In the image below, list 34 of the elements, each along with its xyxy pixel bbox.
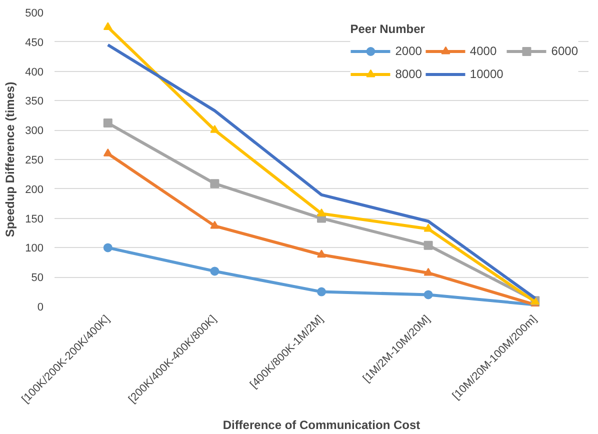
y-tick-label: 250 (25, 154, 44, 166)
point (317, 250, 326, 258)
point (210, 124, 220, 133)
point (317, 287, 326, 296)
legend-label: 2000 (395, 44, 422, 58)
legend-label: 8000 (395, 67, 422, 81)
point (103, 118, 112, 128)
point (317, 208, 326, 216)
y-tick-label: 500 (25, 8, 44, 20)
y-tick-label: 200 (25, 184, 44, 196)
point (210, 179, 220, 188)
point (210, 266, 220, 276)
legend-title: Peer Number (350, 22, 426, 36)
y-tick-label: 50 (31, 272, 44, 284)
y-tick-label: 150 (25, 213, 44, 226)
point (424, 268, 433, 276)
y-tick-label: 350 (25, 96, 44, 108)
y-tick-label: 400 (25, 66, 44, 78)
legend-label: 6000 (551, 44, 578, 58)
legend-label: 4000 (470, 44, 497, 58)
point (210, 220, 220, 229)
point (103, 22, 112, 30)
point (424, 290, 433, 300)
point (424, 224, 433, 232)
y-tick-label: 300 (25, 125, 44, 138)
point (424, 240, 433, 250)
y-tick-label: 0 (37, 302, 44, 314)
point (103, 243, 112, 252)
legend-label: 10000 (470, 67, 504, 81)
x-axis-title: Difference of Communication Cost (222, 418, 420, 432)
y-tick-label: 100 (25, 242, 44, 255)
point (103, 148, 112, 156)
y-axis-title: Speedup Difference (times) (3, 82, 18, 238)
y-tick-label: 450 (25, 36, 44, 49)
